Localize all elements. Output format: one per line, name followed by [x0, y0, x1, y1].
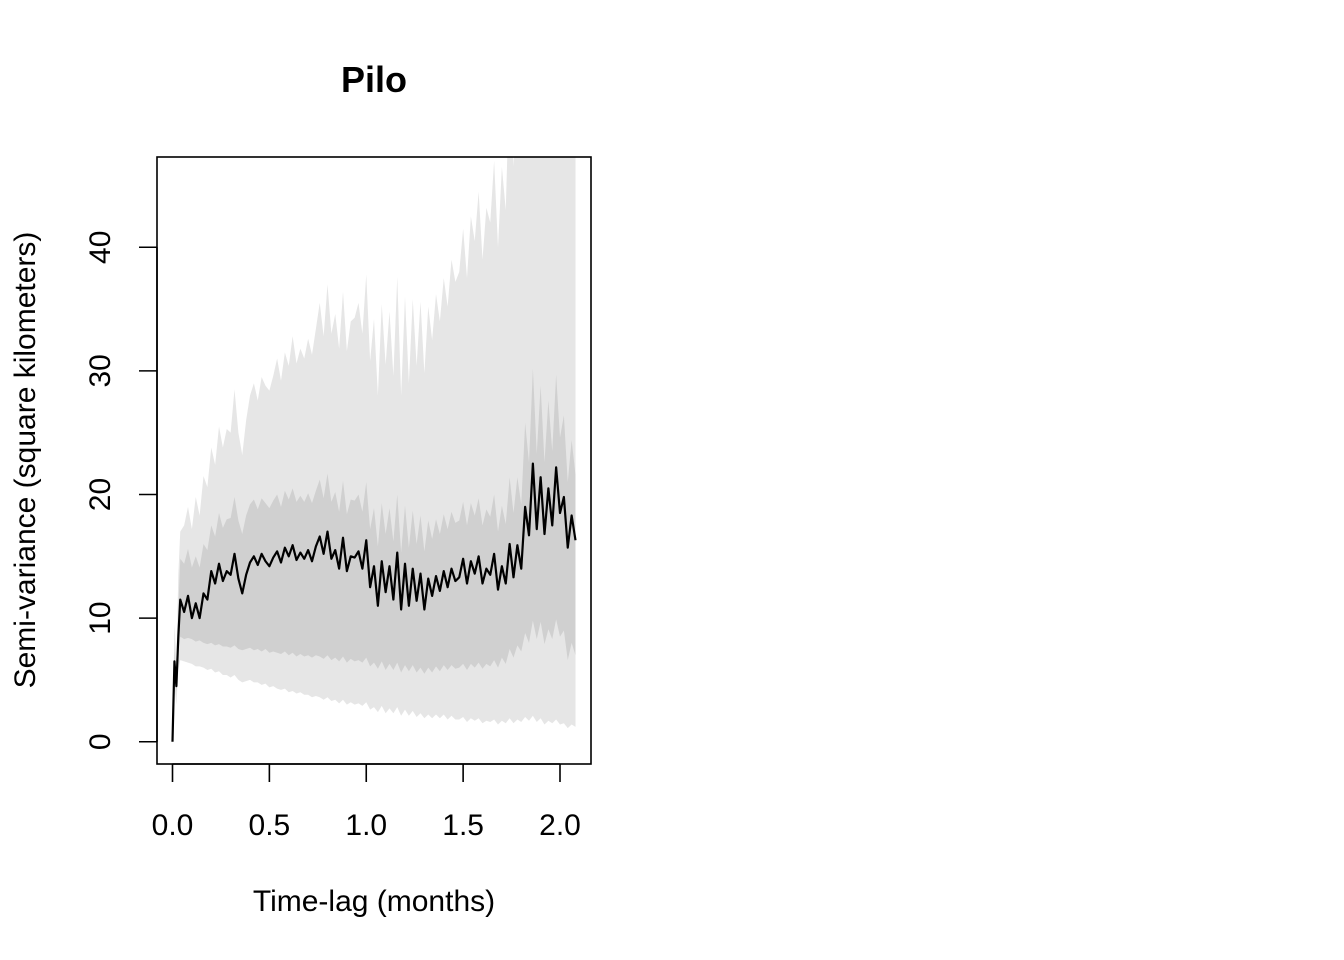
y-tick-label: 0	[84, 733, 117, 750]
x-tick-label: 2.0	[539, 809, 581, 842]
y-axis: 0 10 20 30 40	[84, 231, 158, 750]
y-tick-label: 30	[84, 354, 117, 387]
x-tick-label: 0.0	[152, 809, 194, 842]
chart-title: Pilo	[341, 59, 407, 100]
inner-confidence-band	[172, 368, 576, 742]
y-tick-label: 40	[84, 231, 117, 264]
x-axis-label: Time-lag (months)	[253, 885, 495, 918]
x-tick-label: 1.0	[345, 809, 387, 842]
semi-variance-line	[171, 462, 577, 742]
y-tick-label: 10	[84, 601, 117, 634]
y-tick-label: 20	[84, 478, 117, 511]
x-tick-label: 1.5	[442, 809, 484, 842]
x-tick-label: 0.5	[249, 809, 291, 842]
x-axis: 0.0 0.5 1.0 1.5 2.0	[152, 763, 581, 842]
y-axis-label: Semi-variance (square kilometers)	[9, 232, 42, 689]
